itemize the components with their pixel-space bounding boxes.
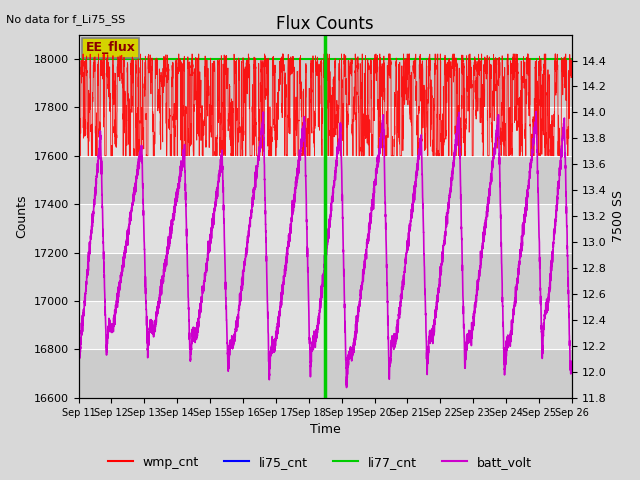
Bar (79, 349, 572, 398)
Bar (79, 301, 572, 349)
Legend: wmp_cnt, li75_cnt, li77_cnt, batt_volt: wmp_cnt, li75_cnt, li77_cnt, batt_volt (103, 451, 537, 474)
Bar (79, 252, 572, 301)
Bar (79, 59, 572, 107)
Y-axis label: 7500 SS: 7500 SS (612, 190, 625, 242)
Bar (79, 156, 572, 204)
Title: Flux Counts: Flux Counts (276, 15, 374, 33)
Text: No data for f_Li75_SS: No data for f_Li75_SS (6, 14, 125, 25)
Y-axis label: Counts: Counts (15, 194, 28, 238)
X-axis label: Time: Time (310, 423, 340, 436)
Bar (79, 107, 572, 156)
Bar (79, 204, 572, 252)
Text: EE_flux: EE_flux (86, 41, 135, 55)
